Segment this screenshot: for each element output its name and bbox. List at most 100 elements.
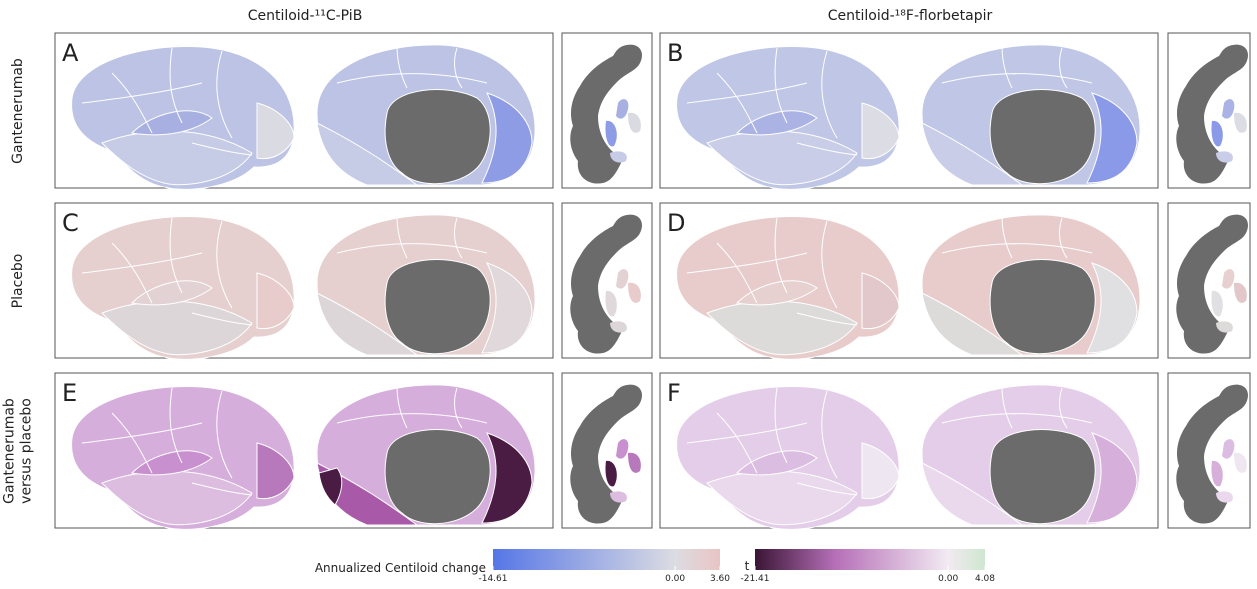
subcortical [384, 89, 491, 185]
region-border [336, 243, 488, 254]
region-border [169, 387, 183, 464]
region-border [686, 82, 808, 104]
region-border [941, 243, 1093, 254]
cortex [1176, 384, 1249, 524]
region-border [81, 252, 203, 274]
region-border [1059, 47, 1068, 89]
brain-region [481, 92, 533, 184]
column-header: Centiloid-¹⁸F-florbetapir [828, 8, 993, 24]
row-label: Gantenerumab [10, 58, 26, 164]
row-label: Placebo [10, 254, 26, 309]
brain-region [318, 467, 343, 506]
brain-region [481, 262, 533, 354]
brain-region [130, 110, 213, 136]
cortex [570, 384, 643, 524]
slice-frame [1167, 202, 1251, 359]
brain-region [256, 442, 295, 500]
brain-region [316, 292, 419, 356]
region-border [336, 73, 488, 84]
panel-frame [54, 32, 554, 189]
region-border [1059, 387, 1068, 429]
slice-region [1216, 491, 1233, 503]
column-header: Centiloid-¹¹C-PiB [248, 8, 363, 24]
region-border [454, 387, 463, 429]
region-border [454, 217, 463, 259]
region-border [1001, 215, 1013, 259]
slice-region [1211, 290, 1223, 317]
medial-brain [316, 384, 536, 526]
region-border [1001, 45, 1013, 89]
cortex [570, 214, 643, 354]
panel-letter: F [667, 379, 681, 407]
subcortical [989, 259, 1096, 355]
coronal-slice [570, 214, 643, 354]
brain-region [921, 462, 1024, 526]
subcortical [384, 429, 491, 525]
slice-frame [1167, 372, 1251, 529]
slice-region [1222, 99, 1235, 119]
slice-region [1222, 439, 1235, 459]
region-border [111, 242, 153, 304]
slice-frame [1167, 32, 1251, 189]
region-border [686, 252, 808, 274]
slice-region [1211, 120, 1223, 147]
slice-frame [561, 32, 653, 189]
coronal-slice [1176, 214, 1249, 354]
slice-region [1216, 321, 1233, 333]
brain-region [735, 450, 818, 476]
coronal-slice [570, 44, 643, 184]
slice-region [605, 120, 617, 147]
region-border [796, 482, 858, 496]
slice-region [616, 439, 629, 459]
colorbar-tick-label: -14.61 [478, 574, 507, 584]
panel-letter: D [667, 209, 685, 237]
panel-letter: C [62, 209, 79, 237]
slice-region [1222, 269, 1235, 289]
slice-region [605, 460, 617, 487]
lateral-brain [71, 45, 295, 190]
region-border [111, 72, 153, 134]
colorbar-tick-label: 3.60 [710, 574, 730, 584]
region-border [81, 422, 203, 444]
region-border [191, 142, 253, 156]
brain-region [861, 102, 900, 160]
brain-region [130, 280, 213, 306]
slice-region [610, 151, 627, 163]
slice-region [616, 269, 629, 289]
cortex [1176, 214, 1249, 354]
region-border [336, 413, 488, 424]
slice-region [1234, 282, 1247, 303]
region-border [216, 390, 233, 479]
region-border [191, 312, 253, 326]
slice-region [628, 452, 641, 473]
region-border [396, 215, 408, 259]
subcortical [989, 429, 1096, 525]
region-border [396, 45, 408, 89]
region-border [774, 387, 788, 464]
slice-region [610, 491, 627, 503]
panel-letter: A [62, 39, 79, 67]
lateral-brain [71, 215, 295, 360]
row-label: Gantenerumab [2, 398, 18, 504]
medial-brain [921, 44, 1141, 186]
region-border [111, 412, 153, 474]
brain-region [1086, 432, 1138, 524]
panel-frame [659, 372, 1159, 529]
panel-frame [54, 372, 554, 529]
cortex [1176, 44, 1249, 184]
medial-brain [921, 214, 1141, 356]
region-border [1059, 217, 1068, 259]
colorbar [755, 549, 985, 570]
medial-brain [316, 214, 536, 356]
row-label: versus placebo [19, 398, 35, 504]
coronal-slice [570, 384, 643, 524]
panel-frame [54, 202, 554, 359]
region-border [796, 142, 858, 156]
medial-brain [316, 44, 536, 186]
region-border [169, 47, 183, 124]
region-border [796, 312, 858, 326]
brain-region [1086, 92, 1138, 184]
lateral-brain [676, 215, 900, 360]
medial-brain [921, 384, 1141, 526]
panel-frame [659, 32, 1159, 189]
